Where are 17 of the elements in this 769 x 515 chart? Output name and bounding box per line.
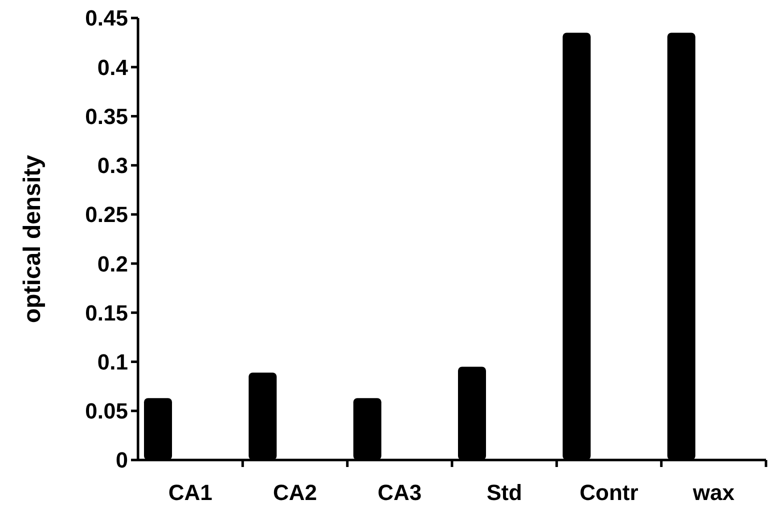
y-tick-label: 0.1	[97, 349, 128, 374]
y-tick-label: 0.25	[85, 202, 128, 228]
x-tick-label: CA1	[168, 480, 212, 505]
y-tick-label: 0	[116, 448, 128, 473]
x-tick-label: wax	[692, 480, 736, 505]
y-tick-label: 0.05	[85, 398, 128, 424]
x-tick-label: Std	[486, 480, 522, 505]
y-tick-label: 0.15	[85, 300, 128, 326]
y-tick-label: 0.3	[97, 153, 128, 178]
y-tick-label: 0.2	[97, 251, 128, 276]
y-tick-label: 0.4	[97, 54, 129, 80]
y-axis-title: optical density	[19, 154, 46, 324]
y-tick-label: 0.35	[85, 104, 128, 129]
x-tick-label: Contr	[580, 480, 639, 505]
x-tick-label: CA2	[272, 480, 318, 505]
y-tick-label: 0.45	[85, 6, 128, 31]
x-tick-label: CA3	[378, 480, 422, 505]
